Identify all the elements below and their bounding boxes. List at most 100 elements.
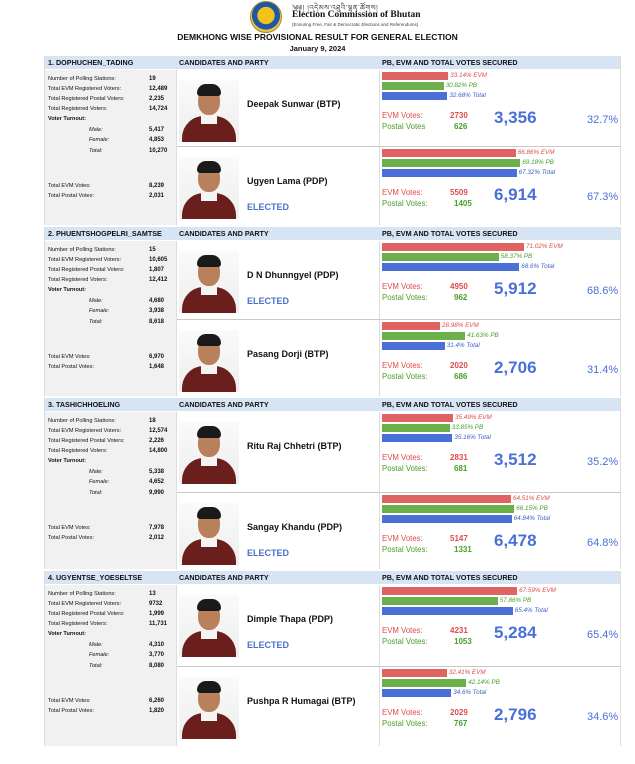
percentage-value: 69.18% bbox=[522, 158, 544, 166]
stat-label: Male: bbox=[89, 298, 103, 304]
stat-label: Total Registered Voters: bbox=[48, 106, 108, 112]
percentage-type: Total bbox=[536, 514, 551, 522]
evm-percentage-label: 33.14% EVM bbox=[450, 72, 487, 79]
column-divider bbox=[176, 412, 177, 569]
postal-percentage-bar bbox=[382, 332, 466, 340]
total-votes: 5,912 bbox=[494, 279, 537, 298]
total-percentage-bar bbox=[382, 263, 520, 271]
stat-value: 19 bbox=[149, 76, 156, 82]
photo-collar bbox=[201, 364, 217, 374]
percentage-type: EVM bbox=[536, 494, 550, 502]
evm-percentage-bar bbox=[382, 72, 449, 80]
stat-label: Voter Turnout: bbox=[48, 631, 87, 637]
stat-label: Total Postal Votes: bbox=[48, 535, 95, 541]
votes-secured-heading: PB, EVM AND TOTAL VOTES SECURED bbox=[382, 229, 518, 238]
column-divider bbox=[176, 585, 177, 746]
section-header-bar: 1. DOPHUCHEN_TADING CANDIDATES AND PARTY P… bbox=[45, 56, 620, 69]
total-percentage-bar bbox=[382, 434, 453, 442]
percentage-type: Total bbox=[472, 91, 486, 99]
constituency-stats-panel: Number of Polling Stations: 15 Total EVM R… bbox=[45, 241, 176, 396]
candidate-photo bbox=[179, 80, 239, 142]
percentage-type: PB bbox=[491, 678, 500, 686]
total-percentage-label: 32.68% Total bbox=[449, 92, 486, 99]
candidates-party-heading: CANDIDATES AND PARTY bbox=[179, 400, 269, 409]
candidate-name: Ritu Raj Chhetri (BTP) bbox=[247, 441, 342, 451]
total-percentage-bar bbox=[382, 169, 517, 177]
elected-label: ELECTED bbox=[247, 548, 290, 558]
evm-votes-label: EVM Votes: bbox=[382, 282, 423, 291]
evm-percentage-label: 28.98% EVM bbox=[442, 322, 479, 329]
postal-votes-value: 767 bbox=[454, 719, 468, 728]
stat-value: 3,770 bbox=[149, 652, 165, 658]
candidate-row: Dimple Thapa (PDP) ELECTED 67.59% EVM 57.86… bbox=[177, 585, 620, 666]
stat-label: Total: bbox=[89, 663, 103, 669]
percentage-value: 34.6% bbox=[453, 688, 472, 696]
stat-value: 9732 bbox=[149, 601, 163, 607]
total-votes: 2,706 bbox=[494, 358, 537, 377]
percentage-value: 35.49% bbox=[454, 413, 477, 421]
candidate-photo bbox=[179, 251, 239, 313]
postal-votes-label: Postal Votes: bbox=[382, 464, 428, 473]
photo-collar bbox=[201, 114, 217, 124]
photo-collar bbox=[201, 456, 217, 466]
postal-percentage-bar bbox=[382, 159, 521, 167]
evm-votes-value: 4231 bbox=[450, 626, 468, 635]
page-title: DEMKHONG WISE PROVISIONAL RESULT FOR GEN… bbox=[177, 32, 458, 42]
constituency-stats-panel: Number of Polling Stations: 18 Total EVM R… bbox=[45, 412, 176, 569]
candidate-name: Sangay Khandu (PDP) bbox=[247, 522, 343, 532]
column-divider bbox=[176, 70, 177, 225]
stat-label: Total EVM Registered Voters: bbox=[48, 86, 122, 92]
stat-label: Female: bbox=[89, 479, 110, 485]
total-votes: 6,478 bbox=[494, 531, 537, 550]
constituency-section: 3. TASHICHHOELING CANDIDATES AND PARTY PB,… bbox=[44, 398, 621, 569]
stat-label: Male: bbox=[89, 127, 103, 133]
stat-label: Female: bbox=[89, 308, 110, 314]
candidate-row: Deepak Sunwar (BTP) 33.14% EVM 30.82% PB 32… bbox=[177, 70, 620, 146]
column-divider bbox=[379, 241, 380, 396]
constituency-section: 2. PHUENTSHOGPELRI_SAMTSE CANDIDATES AND … bbox=[44, 227, 621, 396]
percentage-value: 33.85% bbox=[451, 423, 474, 431]
vote-share: 35.2% bbox=[587, 456, 619, 468]
percentage-type: EVM bbox=[471, 668, 486, 676]
percentage-value: 33.14% bbox=[450, 71, 472, 79]
evm-percentage-label: 32.41% EVM bbox=[449, 669, 486, 676]
vote-share: 31.4% bbox=[587, 364, 619, 376]
stat-label: Female: bbox=[89, 137, 110, 143]
postal-votes-label: Postal Votes: bbox=[382, 545, 428, 554]
stat-value: 12,574 bbox=[149, 428, 168, 434]
percentage-type: Total bbox=[534, 606, 548, 614]
candidate-name: Ugyen Lama (PDP) bbox=[247, 176, 328, 186]
stat-label: Total Registered Postal Voters: bbox=[48, 611, 125, 617]
percentage-value: 41.63% bbox=[467, 331, 489, 339]
percentage-value: 32.41% bbox=[448, 668, 471, 676]
stat-value: 12,412 bbox=[149, 277, 168, 283]
photo-collar bbox=[201, 711, 217, 721]
stat-label: Total EVM Votes: bbox=[48, 698, 91, 704]
evm-votes-value: 2020 bbox=[450, 361, 468, 370]
postal-percentage-bar bbox=[382, 505, 515, 513]
stat-value: 13 bbox=[149, 591, 156, 597]
photo-hair bbox=[197, 426, 221, 438]
stat-label: Number of Polling Stations: bbox=[48, 418, 116, 424]
percentage-value: 66.86% bbox=[517, 148, 540, 156]
postal-votes-label: Postal Votes: bbox=[382, 293, 428, 302]
evm-votes-label: EVM Votes: bbox=[382, 361, 423, 370]
stat-value: 2,012 bbox=[149, 535, 165, 541]
total-percentage-label: 67.32% Total bbox=[519, 169, 556, 176]
postal-votes-value: 1405 bbox=[454, 199, 472, 208]
percentage-type: PB bbox=[545, 158, 554, 166]
total-percentage-bar bbox=[382, 92, 448, 100]
postal-votes-label: Postal Votes: bbox=[382, 637, 428, 646]
total-percentage-bar bbox=[382, 689, 452, 697]
percentage-value: 58.37% bbox=[500, 252, 523, 260]
percentage-type: EVM bbox=[473, 71, 488, 79]
postal-percentage-label: 69.18% PB bbox=[522, 159, 554, 166]
evm-percentage-bar bbox=[382, 669, 447, 677]
total-percentage-label: 68.6% Total bbox=[521, 263, 554, 270]
percentage-value: 65.4% bbox=[514, 606, 533, 614]
postal-votes-label: Postal Votes: bbox=[382, 372, 428, 381]
percentage-type: PB bbox=[523, 252, 533, 260]
stat-value: 10,605 bbox=[149, 257, 168, 263]
photo-collar bbox=[201, 537, 217, 547]
postal-votes-value: 681 bbox=[454, 464, 468, 473]
